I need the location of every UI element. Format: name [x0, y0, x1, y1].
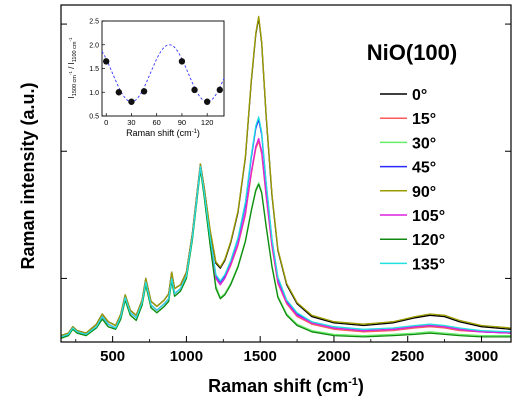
legend-label-6: 120° [412, 232, 445, 249]
x-tick-label-0: 500 [100, 348, 125, 365]
inset-points-group [103, 58, 223, 105]
inset-point-1 [115, 89, 123, 96]
series-line-4 [60, 15, 512, 337]
inset-point-7 [216, 86, 223, 94]
x-tick-label-5: 3000 [465, 348, 498, 365]
legend-label-4: 90° [412, 184, 436, 201]
inset-x-axis-label-suffix: ) [197, 128, 200, 138]
inset-x-axis-label: Raman shift (cm-1) [126, 128, 200, 138]
legend: 0° 15° 30° 45° 90° 105° 120° 135° [380, 87, 445, 273]
inset-frame [101, 20, 225, 117]
legend-label-7: 135° [412, 256, 445, 273]
x-axis-label: Raman shift (cm-1) [208, 376, 364, 396]
x-axis-label-suffix: ) [358, 376, 364, 396]
legend-label-5: 105° [412, 208, 445, 225]
inset-y-ticks: 0.5 1.0 1.5 2.0 2.5 [89, 19, 105, 121]
x-axis-label-sup: -1 [348, 376, 358, 388]
main-x-ticks: 500 1000 1500 2000 2500 3000 [75, 336, 498, 365]
series-line-7 [60, 116, 512, 338]
inset-point-0 [103, 58, 110, 65]
inset-point-5 [191, 86, 198, 94]
inset-x-tick-label-3: 90 [178, 118, 186, 127]
legend-label-3: 45° [412, 160, 436, 177]
inset-y-tick-label-4: 2.5 [89, 19, 99, 26]
x-axis-label-text: Raman shift (cm [208, 376, 348, 396]
inset-point-6 [203, 98, 211, 105]
inset-fit-group [101, 44, 225, 103]
inset-y-label-sep: / I [67, 62, 76, 71]
inset-plot: 0 30 60 90 120 0.5 1.0 1.5 2.0 2.5 Raman shift (… [67, 19, 225, 138]
inset-point-4 [178, 58, 186, 65]
inset-y-tick-label-2: 1.5 [89, 66, 99, 73]
inset-y-label-sub1: 1500 cm [72, 75, 78, 97]
main-plot-frame [60, 4, 512, 343]
legend-label-1: 15° [412, 111, 436, 128]
inset-y-tick-label-3: 2.0 [89, 42, 99, 49]
inset-y-label-sup2: -1 [68, 37, 73, 41]
inset-y-label-main: I [67, 96, 76, 98]
inset-y-label-sub2: 1100 cm [72, 41, 78, 62]
x-tick-label-2: 1500 [243, 348, 276, 365]
main-series-group [60, 15, 512, 339]
x-tick-label-4: 2500 [391, 348, 424, 365]
inset-y-tick-label-0: 0.5 [89, 114, 99, 121]
inset-fit-curve [101, 44, 225, 103]
inset-y-label-sup1: -1 [68, 71, 73, 75]
inset-x-tick-label-0: 0 [104, 118, 108, 127]
legend-label-0: 0° [412, 87, 427, 104]
y-axis-label: Raman intensity (a.u.) [18, 82, 38, 269]
main-y-ticks [61, 23, 511, 279]
inset-y-tick-label-1: 1.0 [89, 90, 99, 97]
inset-x-tick-label-2: 60 [153, 118, 161, 127]
inset-point-3 [140, 88, 148, 95]
x-tick-label-1: 1000 [170, 348, 203, 365]
inset-y-axis-label: I1500 cm-1 / I1100 cm-1 [67, 37, 78, 98]
legend-label-2: 30° [412, 135, 436, 152]
inset-x-tick-label-4: 120 [201, 118, 214, 127]
inset-x-axis-label-text: Raman shift (cm [126, 128, 192, 138]
inset-x-axis-label-sup: -1 [192, 129, 198, 135]
inset-x-tick-label-1: 30 [127, 118, 135, 127]
x-tick-label-3: 2000 [317, 348, 350, 365]
inset-point-2 [128, 98, 135, 105]
chart-title: NiO(100) [367, 40, 457, 65]
main-plot: 500 1000 1500 2000 2500 3000 [60, 4, 512, 365]
inset-x-ticks: 0 30 60 90 120 [104, 113, 213, 127]
